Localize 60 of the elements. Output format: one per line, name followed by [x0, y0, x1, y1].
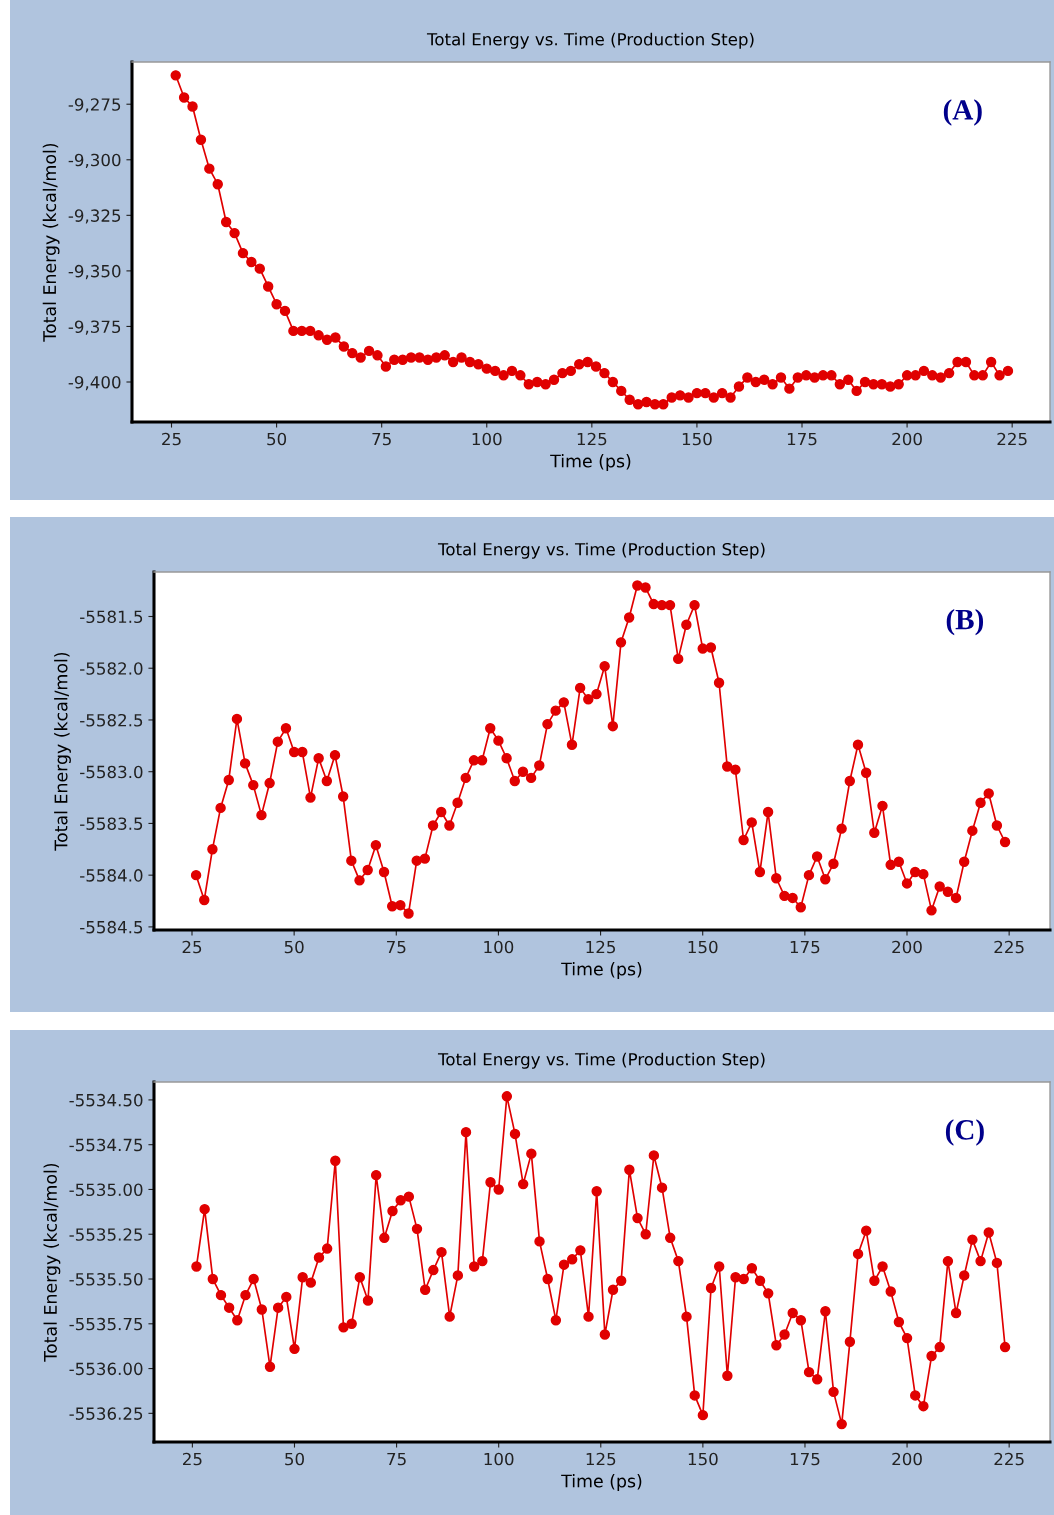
annotation: (C) — [945, 1119, 984, 1146]
x-tick-label: 200 — [892, 432, 922, 446]
annotation: (B) — [946, 608, 984, 636]
y-tick-label: -5534.75 — [69, 1138, 143, 1152]
y-axis-title: Total Energy (kcal/mol) — [42, 143, 60, 342]
y-tick-label: -5536.00 — [69, 1362, 143, 1376]
y-tick-label: -5583.0 — [80, 765, 143, 779]
x-tick-label: 225 — [994, 1452, 1024, 1466]
y-tick-label: -9,375 — [68, 320, 121, 335]
y-tick-label: -5535.25 — [69, 1228, 143, 1241]
x-tick-label: 75 — [387, 1452, 406, 1466]
x-tick-label: 225 — [997, 432, 1027, 446]
y-tick-label: -5584.0 — [80, 869, 143, 882]
x-axis-title: Time (ps) — [561, 962, 642, 979]
y-tick-label: -9,325 — [68, 209, 121, 224]
y-tick-label: -9,350 — [68, 264, 121, 280]
x-tick-label: 50 — [285, 1452, 304, 1466]
chart-title: Total Energy vs. Time (Production Step) — [426, 32, 754, 49]
chart-title: Total Energy vs. Time (Production Step) — [437, 1052, 765, 1069]
x-tick-label: 150 — [682, 432, 712, 446]
y-tick-label: -5535.75 — [69, 1317, 143, 1331]
y-tick-label: -5584.5 — [80, 920, 143, 934]
x-tick-label: 100 — [484, 1452, 514, 1466]
y-tick-label: -5535.00 — [69, 1183, 143, 1197]
y-tick-label: -5582.0 — [80, 662, 143, 675]
annotation: (A) — [943, 99, 982, 126]
y-tick-label: -9,275 — [68, 98, 121, 113]
y-tick-label: -5582.5 — [80, 713, 143, 727]
x-tick-label: 200 — [892, 940, 922, 954]
x-tick-label: 100 — [484, 940, 514, 954]
y-tick-label: -5534.50 — [69, 1093, 143, 1107]
x-tick-label: 175 — [790, 940, 820, 954]
x-tick-label: 25 — [183, 1452, 202, 1466]
x-tick-label: 125 — [586, 1452, 616, 1466]
x-tick-label: 50 — [267, 432, 287, 446]
y-tick-label: -5536.25 — [69, 1407, 143, 1420]
x-tick-label: 100 — [472, 432, 502, 446]
x-tick-label: 150 — [688, 940, 718, 954]
x-tick-label: 200 — [892, 1452, 922, 1466]
y-tick-label: -9,300 — [68, 153, 121, 169]
x-axis-title: Time (ps) — [561, 1474, 642, 1491]
x-tick-label: 125 — [586, 940, 616, 954]
x-tick-label: 225 — [994, 940, 1024, 954]
y-axis-title: Total Energy (kcal/mol) — [43, 1163, 61, 1362]
x-tick-label: 25 — [162, 432, 181, 446]
x-tick-label: 150 — [688, 1452, 718, 1466]
x-tick-label: 75 — [387, 940, 406, 954]
y-tick-label: -5535.50 — [69, 1272, 143, 1286]
chart-title: Total Energy vs. Time (Production Step) — [437, 542, 765, 559]
x-tick-label: 125 — [577, 432, 607, 446]
x-tick-label: 25 — [182, 940, 202, 954]
y-tick-label: -5581.5 — [80, 610, 143, 624]
x-tick-label: 75 — [372, 432, 391, 446]
y-tick-label: -5583.5 — [80, 817, 143, 830]
y-axis-title: Total Energy (kcal/mol) — [54, 652, 71, 851]
x-axis-title: Time (ps) — [550, 454, 631, 471]
x-tick-label: 175 — [787, 432, 817, 446]
y-tick-label: -9,400 — [68, 375, 121, 391]
x-tick-label: 175 — [790, 1452, 820, 1466]
x-tick-label: 50 — [284, 940, 304, 954]
